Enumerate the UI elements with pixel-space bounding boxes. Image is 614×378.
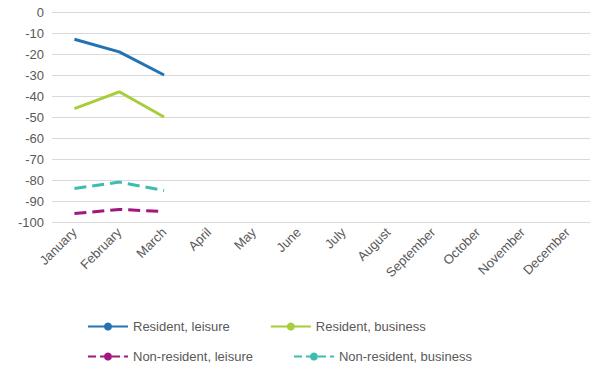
svg-text:-20: -20 xyxy=(25,47,44,62)
svg-text:June: June xyxy=(273,225,304,256)
svg-text:-70: -70 xyxy=(25,152,44,167)
svg-text:August: August xyxy=(354,224,393,263)
svg-text:-90: -90 xyxy=(25,194,44,209)
svg-text:December: December xyxy=(520,224,573,277)
svg-text:-50: -50 xyxy=(25,110,44,125)
svg-text:0: 0 xyxy=(37,5,44,20)
svg-text:-10: -10 xyxy=(25,26,44,41)
svg-text:-30: -30 xyxy=(25,68,44,83)
svg-text:-100: -100 xyxy=(18,215,44,230)
svg-text:October: October xyxy=(440,224,484,268)
svg-text:February: February xyxy=(77,224,125,272)
svg-text:January: January xyxy=(36,224,80,268)
svg-text:Non-resident, business: Non-resident, business xyxy=(339,349,472,364)
svg-text:May: May xyxy=(231,224,259,252)
svg-text:-80: -80 xyxy=(25,173,44,188)
svg-text:-60: -60 xyxy=(25,131,44,146)
svg-text:November: November xyxy=(475,224,528,277)
svg-text:September: September xyxy=(383,224,439,280)
svg-text:Non-resident, leisure: Non-resident, leisure xyxy=(133,349,253,364)
svg-text:April: April xyxy=(185,225,214,254)
svg-text:-40: -40 xyxy=(25,89,44,104)
svg-text:July: July xyxy=(322,224,349,251)
svg-text:March: March xyxy=(133,225,169,261)
svg-text:Resident, leisure: Resident, leisure xyxy=(133,319,230,334)
svg-text:Resident, business: Resident, business xyxy=(316,319,426,334)
